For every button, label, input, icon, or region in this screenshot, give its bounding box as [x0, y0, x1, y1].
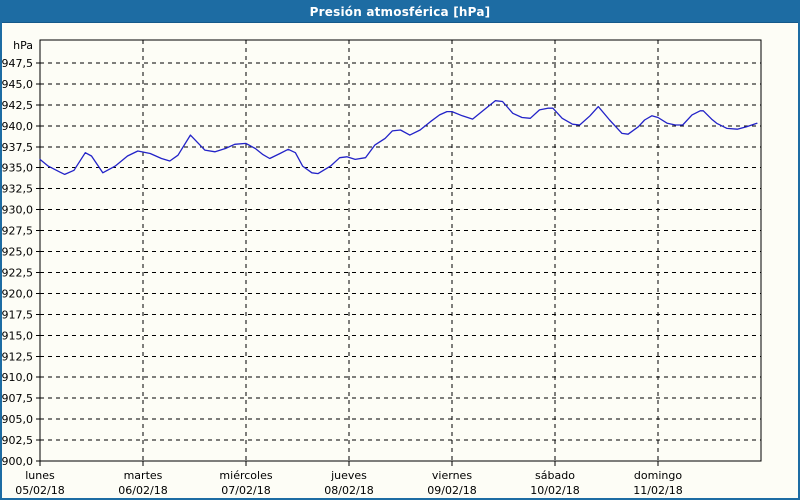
x-date-label: 05/02/18	[15, 484, 64, 497]
x-date-label: 08/02/18	[324, 484, 373, 497]
y-tick-label: 942,5	[2, 99, 33, 112]
y-tick-label: 940,0	[2, 120, 33, 133]
chart-title: Presión atmosférica [hPa]	[309, 5, 491, 19]
y-tick-label: 900,0	[2, 455, 33, 468]
plot-frame	[39, 39, 762, 462]
x-day-label: sábado	[535, 469, 575, 482]
y-tick-label: 930,0	[2, 204, 33, 217]
y-tick-label: 947,5	[2, 57, 33, 70]
y-tick-label: 945,0	[2, 78, 33, 91]
x-date-label: 09/02/18	[427, 484, 476, 497]
x-date-label: 11/02/18	[633, 484, 682, 497]
y-tick-label: 910,0	[2, 371, 33, 384]
y-axis-unit-label: hPa	[13, 39, 33, 52]
y-tick-label: 907,5	[2, 392, 33, 405]
y-tick-label: 917,5	[2, 308, 33, 321]
x-date-label: 06/02/18	[118, 484, 167, 497]
y-tick-label: 915,0	[2, 329, 33, 342]
x-day-label: miércoles	[219, 469, 272, 482]
x-day-label: domingo	[634, 469, 682, 482]
x-day-label: lunes	[25, 469, 55, 482]
title-bar: Presión atmosférica [hPa]	[2, 2, 798, 23]
x-date-label: 10/02/18	[530, 484, 579, 497]
y-tick-label: 920,0	[2, 287, 33, 300]
y-tick-label: 937,5	[2, 141, 33, 154]
x-day-label: viernes	[432, 469, 472, 482]
y-tick-label: 902,5	[2, 434, 33, 447]
y-tick-label: 935,0	[2, 162, 33, 175]
x-date-label: 07/02/18	[221, 484, 270, 497]
y-tick-label: 925,0	[2, 246, 33, 259]
pressure-series-line	[39, 100, 758, 176]
y-tick-label: 932,5	[2, 183, 33, 196]
y-tick-label: 905,0	[2, 413, 33, 426]
x-day-label: martes	[124, 469, 163, 482]
x-day-label: jueves	[330, 469, 367, 482]
y-tick-label: 922,5	[2, 266, 33, 279]
y-tick-label: 927,5	[2, 225, 33, 238]
y-tick-label: 912,5	[2, 350, 33, 363]
